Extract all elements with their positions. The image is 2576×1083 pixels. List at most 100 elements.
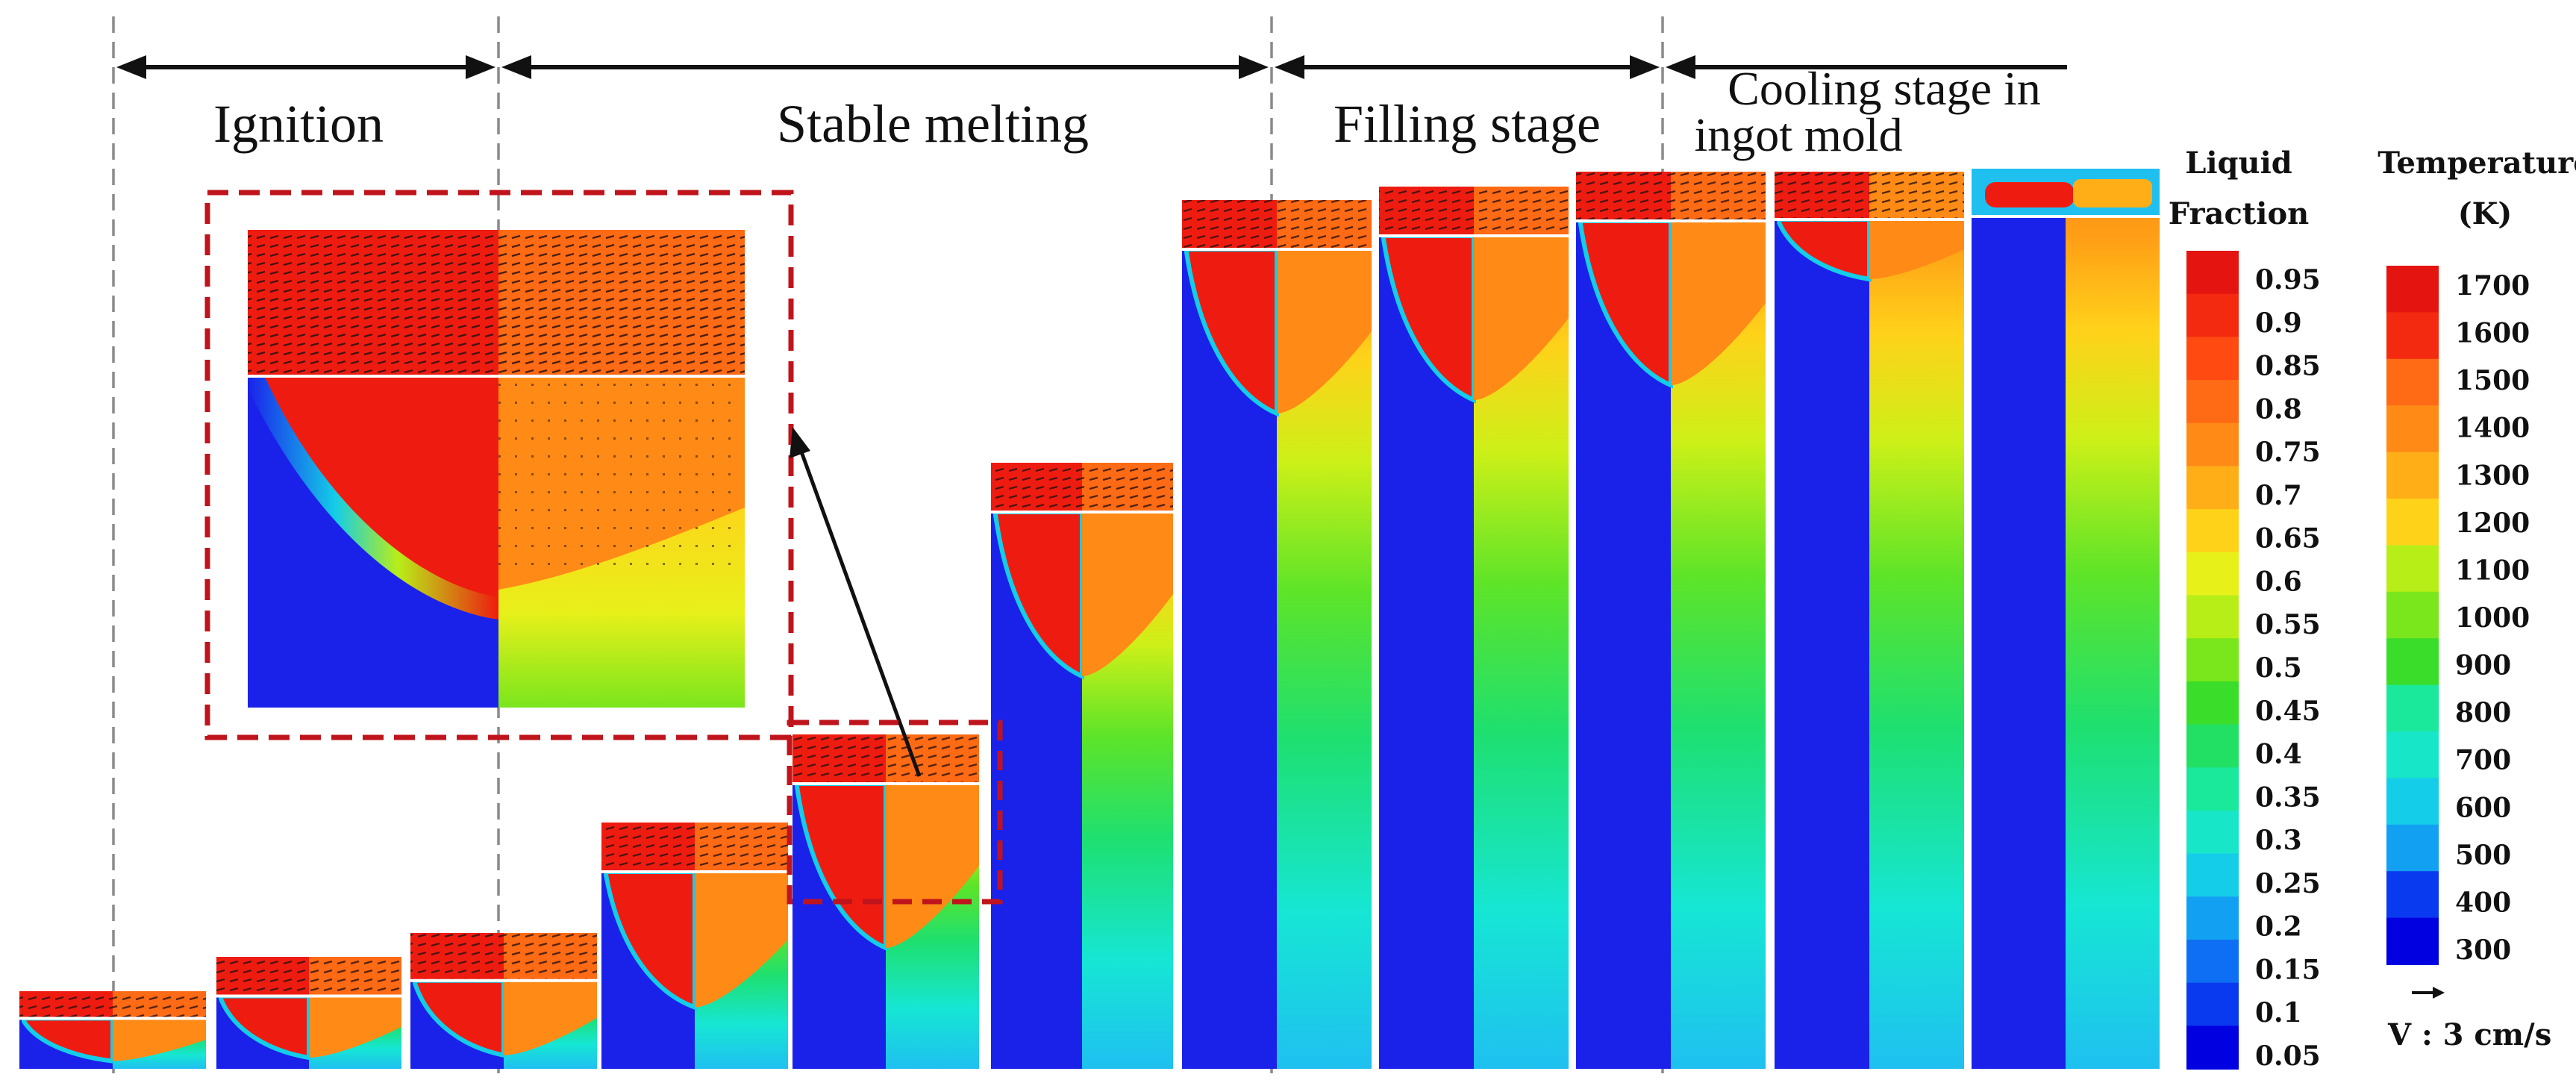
ingot-liquid-pool — [604, 870, 697, 1011]
temperature-colorbar-swatch — [2386, 638, 2439, 686]
temperature-colorbar-swatch — [2386, 545, 2439, 593]
ingot-liquid-pool — [219, 993, 311, 1061]
liquid-colorbar-swatch — [2186, 638, 2239, 682]
liquid-colorbar-swatch — [2186, 767, 2239, 811]
ingot-sequence — [19, 169, 2160, 1069]
liquid-colorbar — [2186, 251, 2239, 1070]
temperature-tick-label: 300 — [2455, 934, 2511, 966]
temperature-colorbar-swatch — [2386, 684, 2439, 732]
stage-label-cooling-line1: Cooling stage in — [1728, 62, 2041, 115]
temperature-colorbar-swatch — [2386, 266, 2439, 313]
ingot-temperature-half — [2066, 169, 2160, 1069]
temperature-colorbar-swatch — [2386, 312, 2439, 360]
temperature-colorbar-swatch — [2386, 778, 2439, 825]
liquid-colorbar-swatch — [2186, 982, 2239, 1027]
liquid-colorbar-swatch — [2186, 939, 2239, 984]
ingot-7 — [1182, 200, 1372, 1069]
liquid-tick-label: 0.6 — [2255, 566, 2302, 597]
liquid-tick-label: 0.4 — [2255, 739, 2302, 770]
liquid-tick-label: 0.55 — [2255, 609, 2321, 640]
temperature-tick-label: 1200 — [2455, 508, 2530, 539]
ingot-hot-zone — [1869, 219, 1964, 279]
liquid-legend-title-line1: Liquid — [2185, 146, 2292, 181]
temperature-tick-label: 500 — [2455, 840, 2511, 871]
liquid-tick-label: 0.75 — [2255, 437, 2321, 468]
zoom-pointer-arrow — [798, 447, 922, 777]
ingot-6 — [991, 463, 1173, 1069]
zoom-inset-frame — [204, 190, 794, 740]
stage-arrows — [116, 55, 2067, 79]
liquid-tick-label: 0.9 — [2255, 308, 2302, 339]
stage-labels: Ignition Stable melting Filling stage Co… — [213, 62, 2041, 161]
liquid-colorbar-swatch — [2186, 681, 2239, 725]
ingot-1 — [19, 991, 206, 1069]
ingot-liquid-pool — [413, 978, 506, 1058]
temperature-colorbar — [2386, 266, 2439, 965]
temperature-tick-label: 1500 — [2455, 365, 2530, 396]
temperature-colorbar-swatch — [2386, 499, 2439, 546]
temperature-colorbar-swatch — [2386, 405, 2439, 453]
stage-label-ignition: Ignition — [213, 94, 384, 154]
ingot-9 — [1576, 172, 1766, 1069]
liquid-colorbar-swatch — [2186, 810, 2239, 855]
liquid-colorbar-swatch — [2186, 422, 2239, 467]
liquid-tick-label: 0.1 — [2255, 997, 2302, 1029]
ingot-velocity-vectors — [793, 734, 979, 784]
zoom-velocity-dots — [498, 377, 737, 571]
liquid-colorbar-swatch — [2186, 552, 2239, 596]
ingot-velocity-vectors — [1576, 172, 1766, 221]
ingot-hot-zone — [504, 980, 597, 1055]
ingot-velocity-vectors — [1775, 172, 1964, 219]
temperature-tick-label: 1300 — [2455, 460, 2530, 491]
liquid-colorbar-swatch — [2186, 853, 2239, 898]
ingot-hot-zone — [113, 1018, 206, 1061]
ingot-8 — [1379, 187, 1569, 1069]
liquid-colorbar-swatch — [2186, 251, 2239, 295]
temperature-colorbar-swatch — [2386, 731, 2439, 779]
ingot-hot-zone — [886, 784, 979, 948]
temperature-colorbar-swatch — [2386, 824, 2439, 873]
zoom-liquid-pool — [265, 377, 498, 597]
ingot-11 — [1972, 169, 2160, 1069]
zoom-inset — [204, 190, 1003, 905]
liquid-tick-label: 0.65 — [2255, 523, 2321, 555]
stage-label-stable-melting: Stable melting — [777, 94, 1089, 154]
velocity-reference-arrowhead — [2433, 987, 2445, 999]
ingot-liquid-fraction-half — [1775, 172, 1869, 1069]
ingot-temperature-half — [1869, 172, 1964, 1069]
liquid-colorbar-swatch — [2186, 293, 2239, 338]
ingot-hot-zone — [1474, 236, 1569, 400]
temperature-tick-label: 700 — [2455, 745, 2511, 776]
ingot-4 — [601, 823, 788, 1069]
temperature-tick-label: 600 — [2455, 792, 2511, 823]
velocity-reference: V : 3 cm/s — [2387, 987, 2551, 1052]
liquid-fraction-legend: Liquid Fraction 0.95 0.9 0.85 0.8 0.75 0.7 0.6… — [2169, 146, 2321, 1072]
ingot-liquid-pool — [22, 1016, 115, 1064]
liquid-tick-label: 0.95 — [2255, 264, 2321, 296]
temperature-tick-label: 900 — [2455, 650, 2511, 681]
temperature-tick-labels: 1700 1600 1500 1400 1300 1200 1100 1000 900 800 70… — [2455, 270, 2530, 966]
liquid-tick-label: 0.3 — [2255, 825, 2302, 856]
ingot-velocity-vectors — [1182, 200, 1372, 249]
ingot-hot-zone — [695, 872, 788, 1008]
temperature-legend-title-line2: (K) — [2458, 196, 2513, 231]
liquid-tick-label: 0.25 — [2255, 868, 2321, 899]
liquid-colorbar-swatch — [2186, 595, 2239, 640]
ingot-slag-core — [1985, 182, 2075, 207]
ingot-liquid-pool — [1381, 234, 1476, 404]
temperature-legend: Temperature (K) 1700 1600 1500 1400 1300 1200… — [2378, 146, 2576, 966]
stage-label-filling: Filling stage — [1334, 94, 1601, 154]
liquid-tick-label: 0.85 — [2255, 351, 2321, 382]
ingot-10 — [1775, 172, 1964, 1069]
liquid-tick-label: 0.2 — [2255, 911, 2302, 943]
zoom-velocity-vectors — [248, 230, 745, 376]
liquid-colorbar-swatch — [2186, 337, 2239, 381]
liquid-tick-label: 0.05 — [2255, 1040, 2321, 1072]
ingot-velocity-vectors — [1379, 187, 1569, 236]
velocity-reference-label: V : 3 cm/s — [2387, 1017, 2551, 1052]
liquid-tick-label: 0.35 — [2255, 781, 2321, 813]
liquid-tick-labels: 0.95 0.9 0.85 0.8 0.75 0.7 0.65 0.6 0.55 0.5 0.45 0… — [2255, 264, 2321, 1072]
ingot-liquid-pool — [1184, 247, 1279, 417]
temperature-tick-label: 1400 — [2455, 413, 2530, 444]
ingot-liquid-pool — [1578, 219, 1673, 389]
